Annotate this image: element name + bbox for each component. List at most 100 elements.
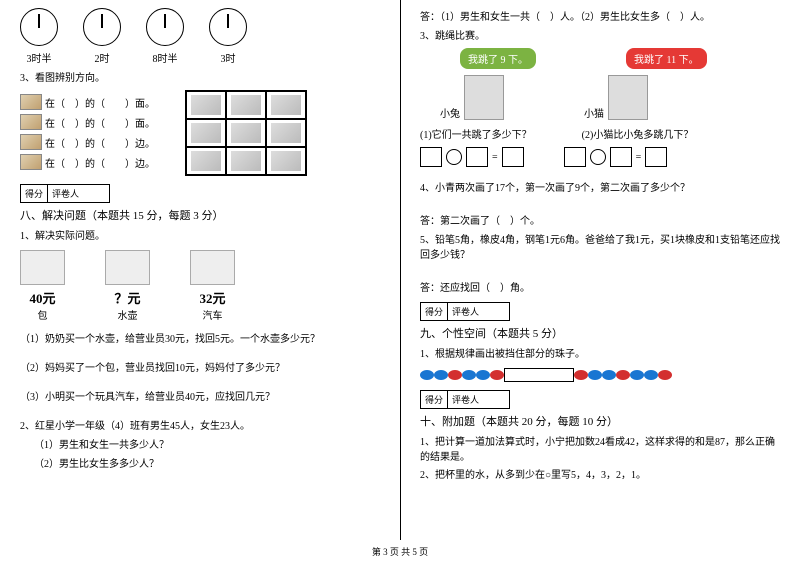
q5-text: 5、铅笔5角，橡皮4角，钢笔1元6角。爸爸给了我1元，买1块橡皮和1支铅笔还应找… <box>420 231 780 261</box>
q4-answer: 答：第二次画了（ ）个。 <box>420 212 780 227</box>
bead-icon <box>616 370 630 380</box>
q2-sub2: （2）男生比女生多多少人？ <box>34 455 380 470</box>
dir-line-1: 在（ ）的（ ）面。 <box>20 94 155 110</box>
grid-cell-icon <box>191 95 221 115</box>
dir-text: 在（ ）的（ ）边。 <box>45 135 155 150</box>
op-circle <box>590 149 606 165</box>
page-footer: 第 3 页 共 5 页 <box>0 540 800 558</box>
bubbles-row: 我跳了 9 下。 我跳了 11 下。 <box>460 48 780 69</box>
clock-label: 8时半 <box>146 50 184 65</box>
equations-row: = = <box>420 141 780 173</box>
eq-box <box>502 147 524 167</box>
grid-cell-icon <box>191 123 221 143</box>
clock-icon <box>146 8 184 46</box>
item-label: 包 <box>20 307 65 322</box>
q1-title: 1、解决实际问题。 <box>20 227 380 242</box>
q4-text: 4、小青两次画了17个，第一次画了9个，第二次画了多少个？ <box>420 179 780 194</box>
q1-sub2: （2）妈妈买了一个包，营业员找回10元，妈妈付了多少元？ <box>20 359 380 374</box>
hidden-box <box>504 368 574 382</box>
q10-2-text: 2、把杯里的水，从多到少在○里写5，4，3，2，1。 <box>420 466 780 481</box>
bead-icon <box>658 370 672 380</box>
equation-1: = <box>420 147 524 167</box>
bead-icon <box>644 370 658 380</box>
score-box: 得分 评卷人 <box>420 302 510 321</box>
clock-label: 3时半 <box>20 50 58 65</box>
item-label: 汽车 <box>190 307 235 322</box>
speech-bubble-1: 我跳了 9 下。 <box>460 48 536 69</box>
item-price: ？元 <box>105 288 150 307</box>
grid-cell-icon <box>231 123 261 143</box>
item-price: 40元 <box>20 288 65 307</box>
score-label: 得分 <box>21 185 48 202</box>
item-car: 32元 汽车 <box>190 250 235 322</box>
item-kettle: ？元 水壶 <box>105 250 150 322</box>
char-label: 小兔 <box>440 105 460 120</box>
grid-cell-icon <box>271 123 301 143</box>
right-column: 答：（1）男生和女生一共（ ）人。（2）男生比女生多（ ）人。 3、跳绳比赛。 … <box>400 0 800 540</box>
bead-icon <box>420 370 434 380</box>
dir-text: 在（ ）的（ ）面。 <box>45 95 155 110</box>
sub-questions: (1)它们一共跳了多少下？ (2)小猫比小兔多跳几下？ <box>420 126 780 141</box>
clock-1: 3时半 <box>20 8 58 65</box>
op-circle <box>446 149 462 165</box>
answer-line: 答：（1）男生和女生一共（ ）人。（2）男生比女生多（ ）人。 <box>420 8 780 23</box>
dir-line-3: 在（ ）的（ ）边。 <box>20 134 155 150</box>
animal-icon <box>20 114 42 130</box>
item-bag: 40元 包 <box>20 250 65 322</box>
grader-label: 评卷人 <box>448 391 483 408</box>
sub-q1: (1)它们一共跳了多少下？ <box>420 126 532 141</box>
animal-icon <box>20 94 42 110</box>
section-8-title: 八、解决问题（本题共 15 分，每题 3 分） <box>20 207 380 223</box>
q3-title: 3、跳绳比赛。 <box>420 27 780 42</box>
score-label: 得分 <box>421 391 448 408</box>
score-box: 得分 评卷人 <box>20 184 110 203</box>
grid-cell-icon <box>191 151 221 171</box>
grid-cell-icon <box>271 95 301 115</box>
score-box: 得分 评卷人 <box>420 390 510 409</box>
q1-sub3: （3）小明买一个玩具汽车，给营业员40元，应找回几元？ <box>20 388 380 403</box>
section-10-title: 十、附加题（本题共 20 分，每题 10 分） <box>420 413 780 429</box>
direction-lines: 在（ ）的（ ）面。 在（ ）的（ ）面。 在（ ）的（ ）边。 在（ ）的（ … <box>20 90 155 174</box>
dir-text: 在（ ）的（ ）面。 <box>45 115 155 130</box>
eq-box <box>610 147 632 167</box>
char-cat: 小猫 <box>584 75 648 120</box>
left-column: 3时半 2时 8时半 3时 3、看图辨别方向。 在（ ）的（ ）面。 在（ ）的… <box>0 0 400 540</box>
equals-sign: = <box>492 152 498 163</box>
animal-icon <box>20 154 42 170</box>
bag-icon <box>20 250 65 285</box>
speech-bubble-2: 我跳了 11 下。 <box>626 48 707 69</box>
cat-icon <box>608 75 648 120</box>
bead-icon <box>588 370 602 380</box>
beads-row <box>420 368 780 382</box>
item-label: 水壶 <box>105 307 150 322</box>
bead-icon <box>574 370 588 380</box>
q5-answer: 答：还应找回（ ）角。 <box>420 279 780 294</box>
section-9-title: 九、个性空间（本题共 5 分） <box>420 325 780 341</box>
bead-icon <box>490 370 504 380</box>
bead-icon <box>434 370 448 380</box>
grader-label: 评卷人 <box>48 185 83 202</box>
q2-title: 2、红星小学一年级（4）班有男生45人，女生23人。 <box>20 417 380 432</box>
clock-icon <box>209 8 247 46</box>
grader-label: 评卷人 <box>448 303 483 320</box>
eq-box <box>645 147 667 167</box>
eq-box <box>564 147 586 167</box>
sub-q2: (2)小猫比小兔多跳几下？ <box>582 126 694 141</box>
clock-2: 2时 <box>83 8 121 65</box>
grid-cell-icon <box>271 151 301 171</box>
animal-grid <box>185 90 307 176</box>
bead-icon <box>602 370 616 380</box>
q1-sub1: （1）奶奶买一个水壶，给营业员30元，找回5元。一个水壶多少元？ <box>20 330 380 345</box>
dir-text: 在（ ）的（ ）边。 <box>45 155 155 170</box>
equation-2: = <box>564 147 668 167</box>
clock-icon <box>83 8 121 46</box>
direction-section: 在（ ）的（ ）面。 在（ ）的（ ）面。 在（ ）的（ ）边。 在（ ）的（ … <box>20 90 380 176</box>
grid-cell-icon <box>231 151 261 171</box>
bead-icon <box>462 370 476 380</box>
equals-sign: = <box>636 152 642 163</box>
bead-icon <box>476 370 490 380</box>
item-price: 32元 <box>190 288 235 307</box>
q2-sub1: （1）男生和女生一共多少人？ <box>34 436 380 451</box>
eq-box <box>466 147 488 167</box>
q9-1-text: 1、根据规律画出被挡住部分的珠子。 <box>420 345 780 360</box>
